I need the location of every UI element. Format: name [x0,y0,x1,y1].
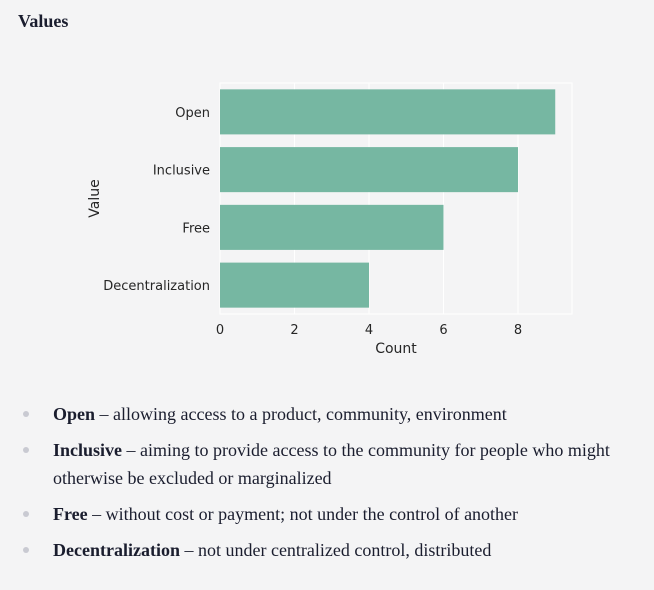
x-tick-label: 6 [439,323,447,338]
y-tick-labels: Open Inclusive Free Decentralization [103,106,210,294]
bullet-icon [23,547,29,553]
term-separator: – [122,440,141,460]
values-definition-list: Open – allowing access to a product, com… [0,400,654,572]
bar [220,262,369,308]
bars [220,89,556,308]
bullet-icon [23,447,29,453]
bullet-icon [23,411,29,417]
x-tick-label: 8 [514,323,522,338]
value-description: without cost or payment; not under the c… [105,504,519,524]
term-separator: – [95,404,114,424]
y-tick-label: Open [175,106,210,121]
y-tick-label: Decentralization [103,279,210,294]
y-tick-label: Inclusive [153,164,210,179]
section-title: Values [18,11,69,31]
bullet-icon [23,511,29,517]
y-axis-label: Value [87,179,103,217]
y-tick-label: Free [182,221,210,236]
x-tick-label: 2 [290,323,298,338]
value-description: allowing access to a product, community,… [113,404,507,424]
bar [220,204,444,250]
value-term: Open [53,404,96,424]
list-item: Inclusive – aiming to provide access to … [0,436,654,492]
x-axis-label: Count [375,341,417,357]
value-term: Inclusive [53,440,123,460]
term-separator: – [179,540,198,560]
value-description: aiming to provide access to the communit… [53,440,610,488]
value-description: not under centralized control, distribut… [197,540,492,560]
x-tick-label: 0 [216,323,224,338]
term-separator: – [87,504,106,524]
list-item: Open – allowing access to a product, com… [0,400,654,428]
value-term: Free [53,504,88,524]
list-item: Free – without cost or payment; not unde… [0,500,654,528]
bar [220,89,556,135]
value-term: Decentralization [53,540,180,560]
x-tick-label: 4 [365,323,373,338]
bar [220,147,518,193]
list-item: Decentralization – not under centralized… [0,536,654,564]
x-tick-labels: 0 2 4 6 8 [216,323,522,338]
